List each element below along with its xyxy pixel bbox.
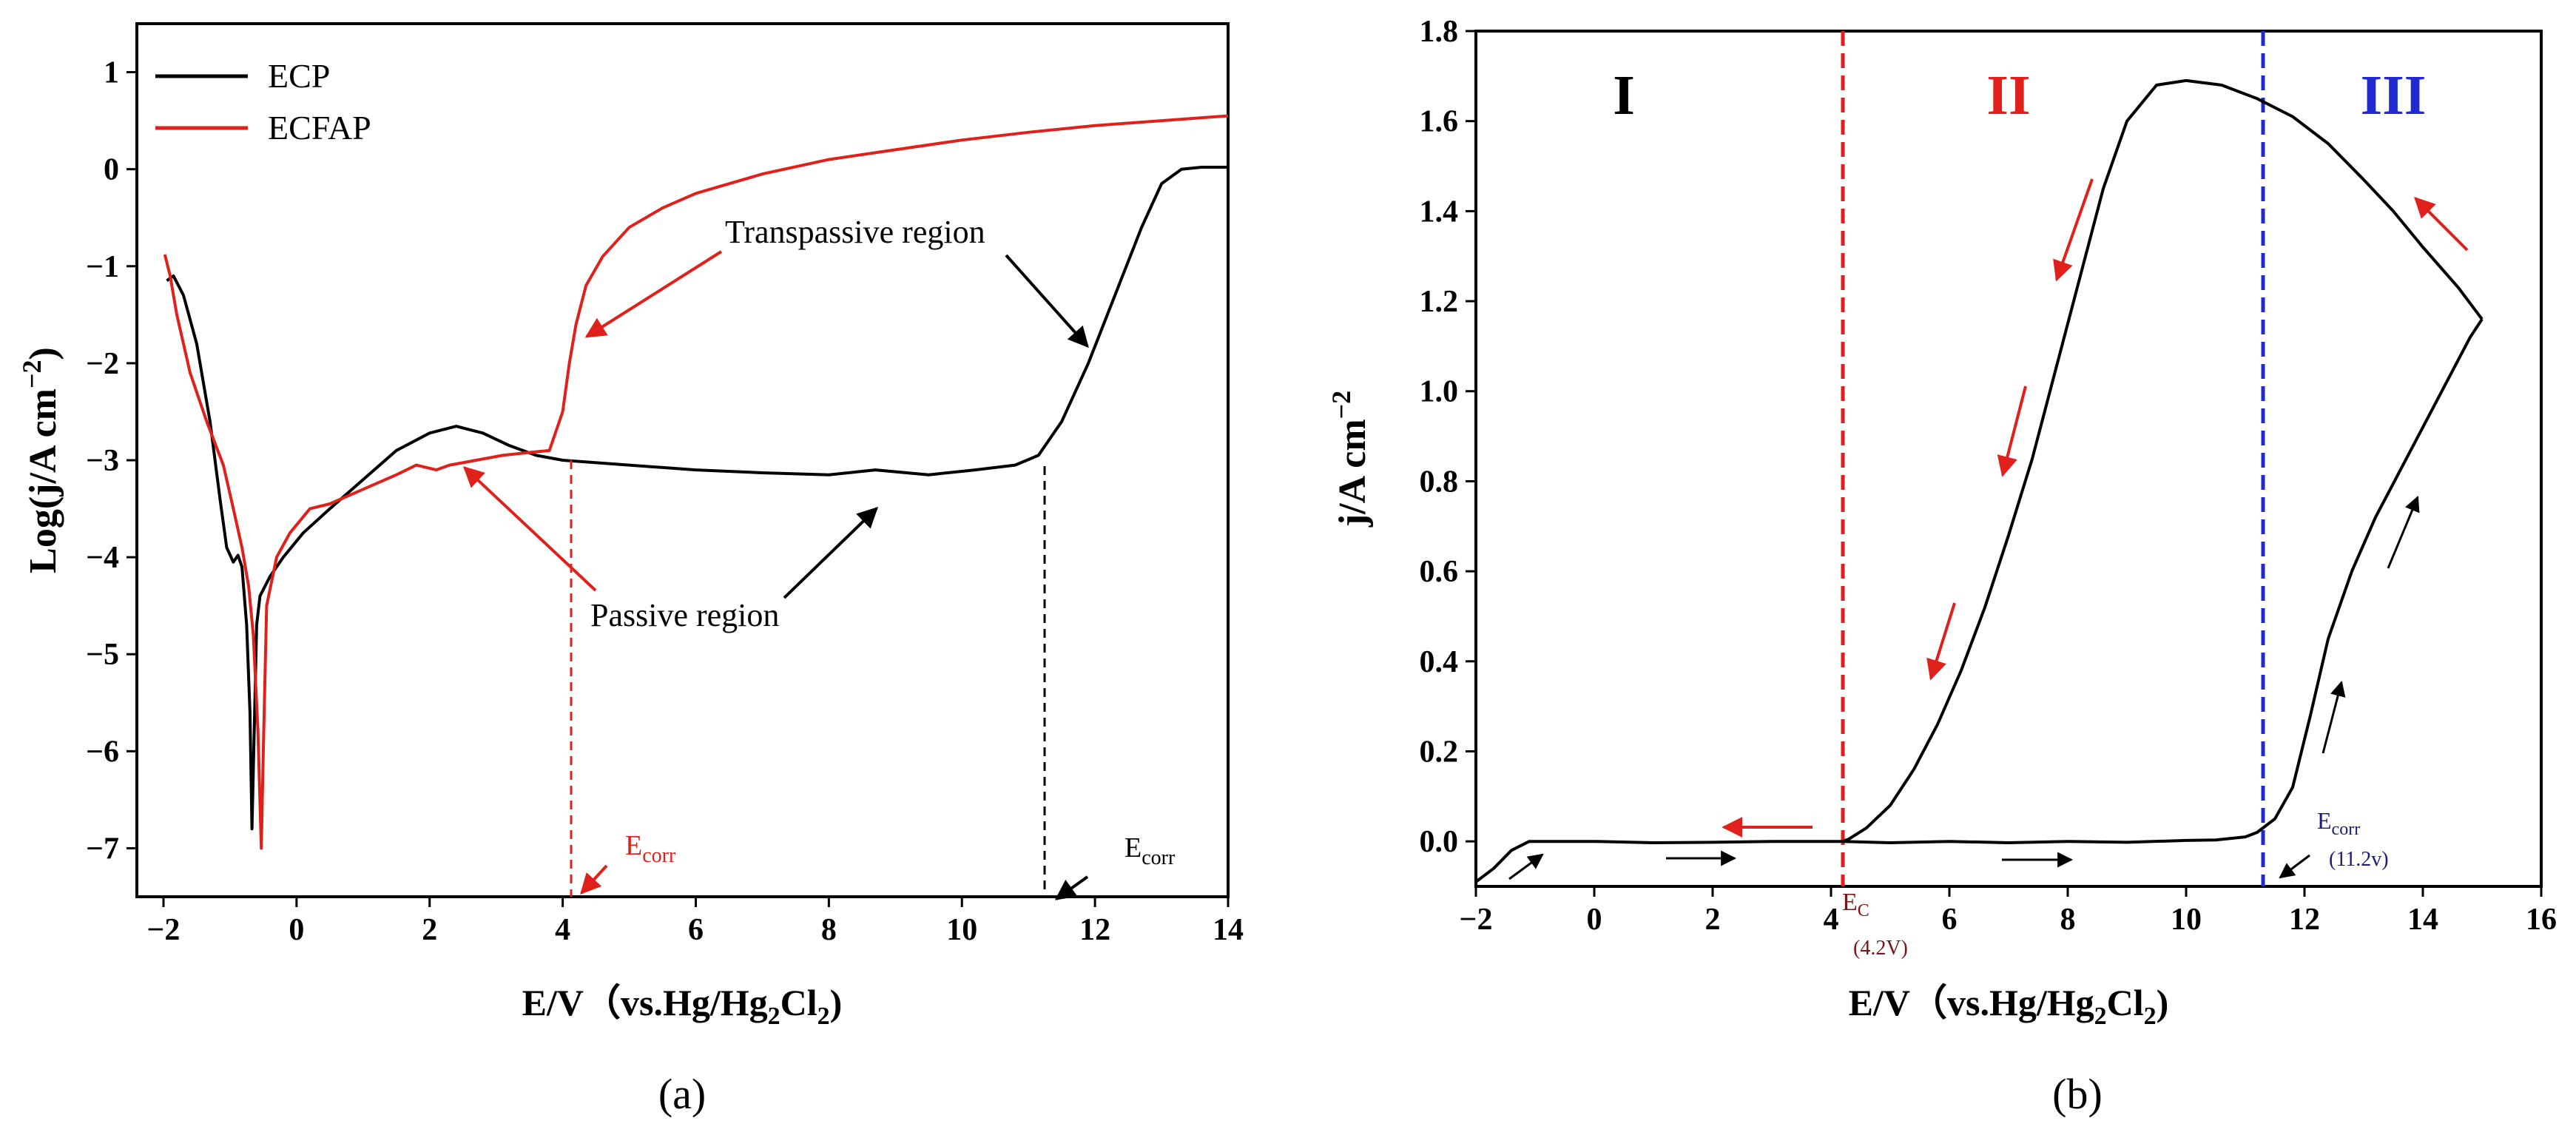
forward-arrow-1 (1508, 853, 1544, 880)
panel-a-y-ticks: 1 0 −1 −2 −3 −4 −5 −6 −7 (86, 56, 137, 866)
x-tick-label: 12 (2289, 903, 2320, 937)
region-label: III (2361, 64, 2427, 127)
legend-label-ecfap: ECFAP (268, 109, 371, 146)
forward-arrow-5 (2387, 496, 2420, 569)
panel-a-x-axis-title: E/V（vs.Hg/Hg2Cl2) (522, 982, 843, 1030)
transpassive-label: Transpassive region (725, 214, 985, 250)
x-tick-label: 2 (422, 913, 437, 947)
y-tick-label: −4 (86, 541, 119, 575)
panel-a-plot-frame (135, 22, 1230, 898)
x-tick-label: 8 (2060, 903, 2076, 937)
legend-label-ecp: ECP (268, 57, 330, 95)
panel-b-series (1474, 78, 2484, 883)
panel-a-y-axis-title: Log(j/A cm−2) (17, 347, 64, 573)
reverse-arrow-1 (2414, 197, 2469, 252)
y-tick-label: 1.4 (1420, 195, 1459, 229)
y-tick-label: 0.0 (1420, 825, 1459, 859)
y-tick-label: −7 (86, 832, 119, 866)
y-tick-label: −2 (86, 347, 119, 381)
reverse-arrow-4 (1926, 602, 1956, 681)
y-tick-label: −6 (86, 735, 119, 769)
y-tick-label: 0 (104, 153, 119, 187)
y-tick-label: 0.4 (1420, 645, 1459, 679)
ecorr-label-red: Ecorr (625, 830, 676, 867)
series-line-ecp (166, 166, 1228, 831)
ecorr-arrow-red (580, 864, 608, 895)
region-label: I (1613, 64, 1635, 127)
panel-a-label: (a) (658, 1070, 706, 1118)
x-tick-label: 14 (2407, 903, 2438, 937)
x-tick-label: 10 (2171, 903, 2202, 937)
y-tick-label: 0.8 (1420, 465, 1459, 499)
transpassive-arrow-black (1005, 254, 1089, 348)
x-tick-label: 0 (1587, 903, 1602, 937)
ec-value: (4.2V) (1853, 937, 1908, 960)
x-tick-label: 4 (1824, 903, 1839, 937)
y-tick-label: −5 (86, 638, 119, 672)
series-line-reverse (1842, 78, 2484, 843)
panel-b-x-axis-title: E/V（vs.Hg/Hg2Cl2) (1849, 982, 2169, 1030)
ecorr-arrow-black (1054, 875, 1089, 900)
passive-label: Passive region (590, 597, 779, 633)
transpassive-arrow-red (584, 250, 723, 338)
x-tick-label: 6 (688, 913, 704, 947)
panel-b-x-ticks: −2 0 2 4 6 8 10 12 14 16 (1460, 886, 2557, 937)
panel-b-y-axis-title: j/A cm−2 (1326, 391, 1374, 528)
ecorr-label-b: Ecorr (2317, 807, 2360, 839)
forward-arrow-4 (2322, 680, 2346, 754)
panel-a-x-ticks: −2 0 2 4 6 8 10 12 14 (147, 897, 1244, 947)
panel-b: −2 0 2 4 6 8 10 12 14 16 0.0 0.2 0.4 0.6 0.8 1.0 1.2 1.4… (1326, 15, 2557, 1118)
legend: ECP ECFAP (155, 57, 371, 146)
x-tick-label: 4 (555, 913, 570, 947)
y-tick-label: −1 (86, 250, 119, 284)
passive-arrow-black (783, 507, 879, 599)
panel-a-series (163, 114, 1229, 850)
y-tick-label: −3 (86, 444, 119, 478)
x-tick-label: 10 (946, 913, 977, 947)
ec-label: EC (1842, 889, 1869, 920)
ecorr-value-b: (11.2v) (2329, 848, 2389, 871)
x-tick-label: 16 (2526, 903, 2557, 937)
series-line-forward (1474, 318, 2484, 883)
panel-b-y-ticks: 0.0 0.2 0.4 0.6 0.8 1.0 1.2 1.4 1.6 1.8 (1420, 15, 1476, 859)
y-tick-label: 1.6 (1420, 105, 1459, 139)
panel-a: −2 0 2 4 6 8 10 12 14 10−1−2−3−4−5−6−7 ECP ECFAP… (17, 22, 1244, 1118)
x-tick-label: 12 (1079, 913, 1110, 947)
x-tick-label: 14 (1213, 913, 1244, 947)
panel-b-label: (b) (2052, 1070, 2103, 1118)
y-tick-label: 1.8 (1420, 15, 1459, 49)
panel-b-boundary-lines (1841, 31, 2265, 886)
y-tick-label: 0.6 (1420, 555, 1459, 589)
reverse-arrow-2 (2053, 178, 2094, 282)
panel-b-plot-frame (1474, 30, 2543, 888)
x-tick-label: −2 (1460, 903, 1493, 937)
y-tick-label: 0.2 (1420, 735, 1459, 769)
region-label: II (1986, 64, 2030, 127)
panel-b-region-labels: I II III (1613, 64, 2426, 127)
ecorr-arrow-b (2279, 854, 2310, 879)
y-tick-label: 1.2 (1420, 285, 1459, 319)
x-tick-label: 6 (1942, 903, 1958, 937)
x-tick-label: 0 (289, 913, 304, 947)
series-line-ecfap (163, 114, 1229, 850)
passive-arrow-red (462, 466, 597, 592)
reverse-arrow-3 (1997, 385, 2027, 477)
y-tick-label: 1 (104, 56, 119, 90)
x-tick-label: 8 (821, 913, 837, 947)
y-tick-label: 1.0 (1420, 375, 1459, 409)
ecorr-label-black: Ecorr (1125, 832, 1176, 869)
x-tick-label: 2 (1705, 903, 1721, 937)
x-tick-label: −2 (147, 913, 181, 947)
